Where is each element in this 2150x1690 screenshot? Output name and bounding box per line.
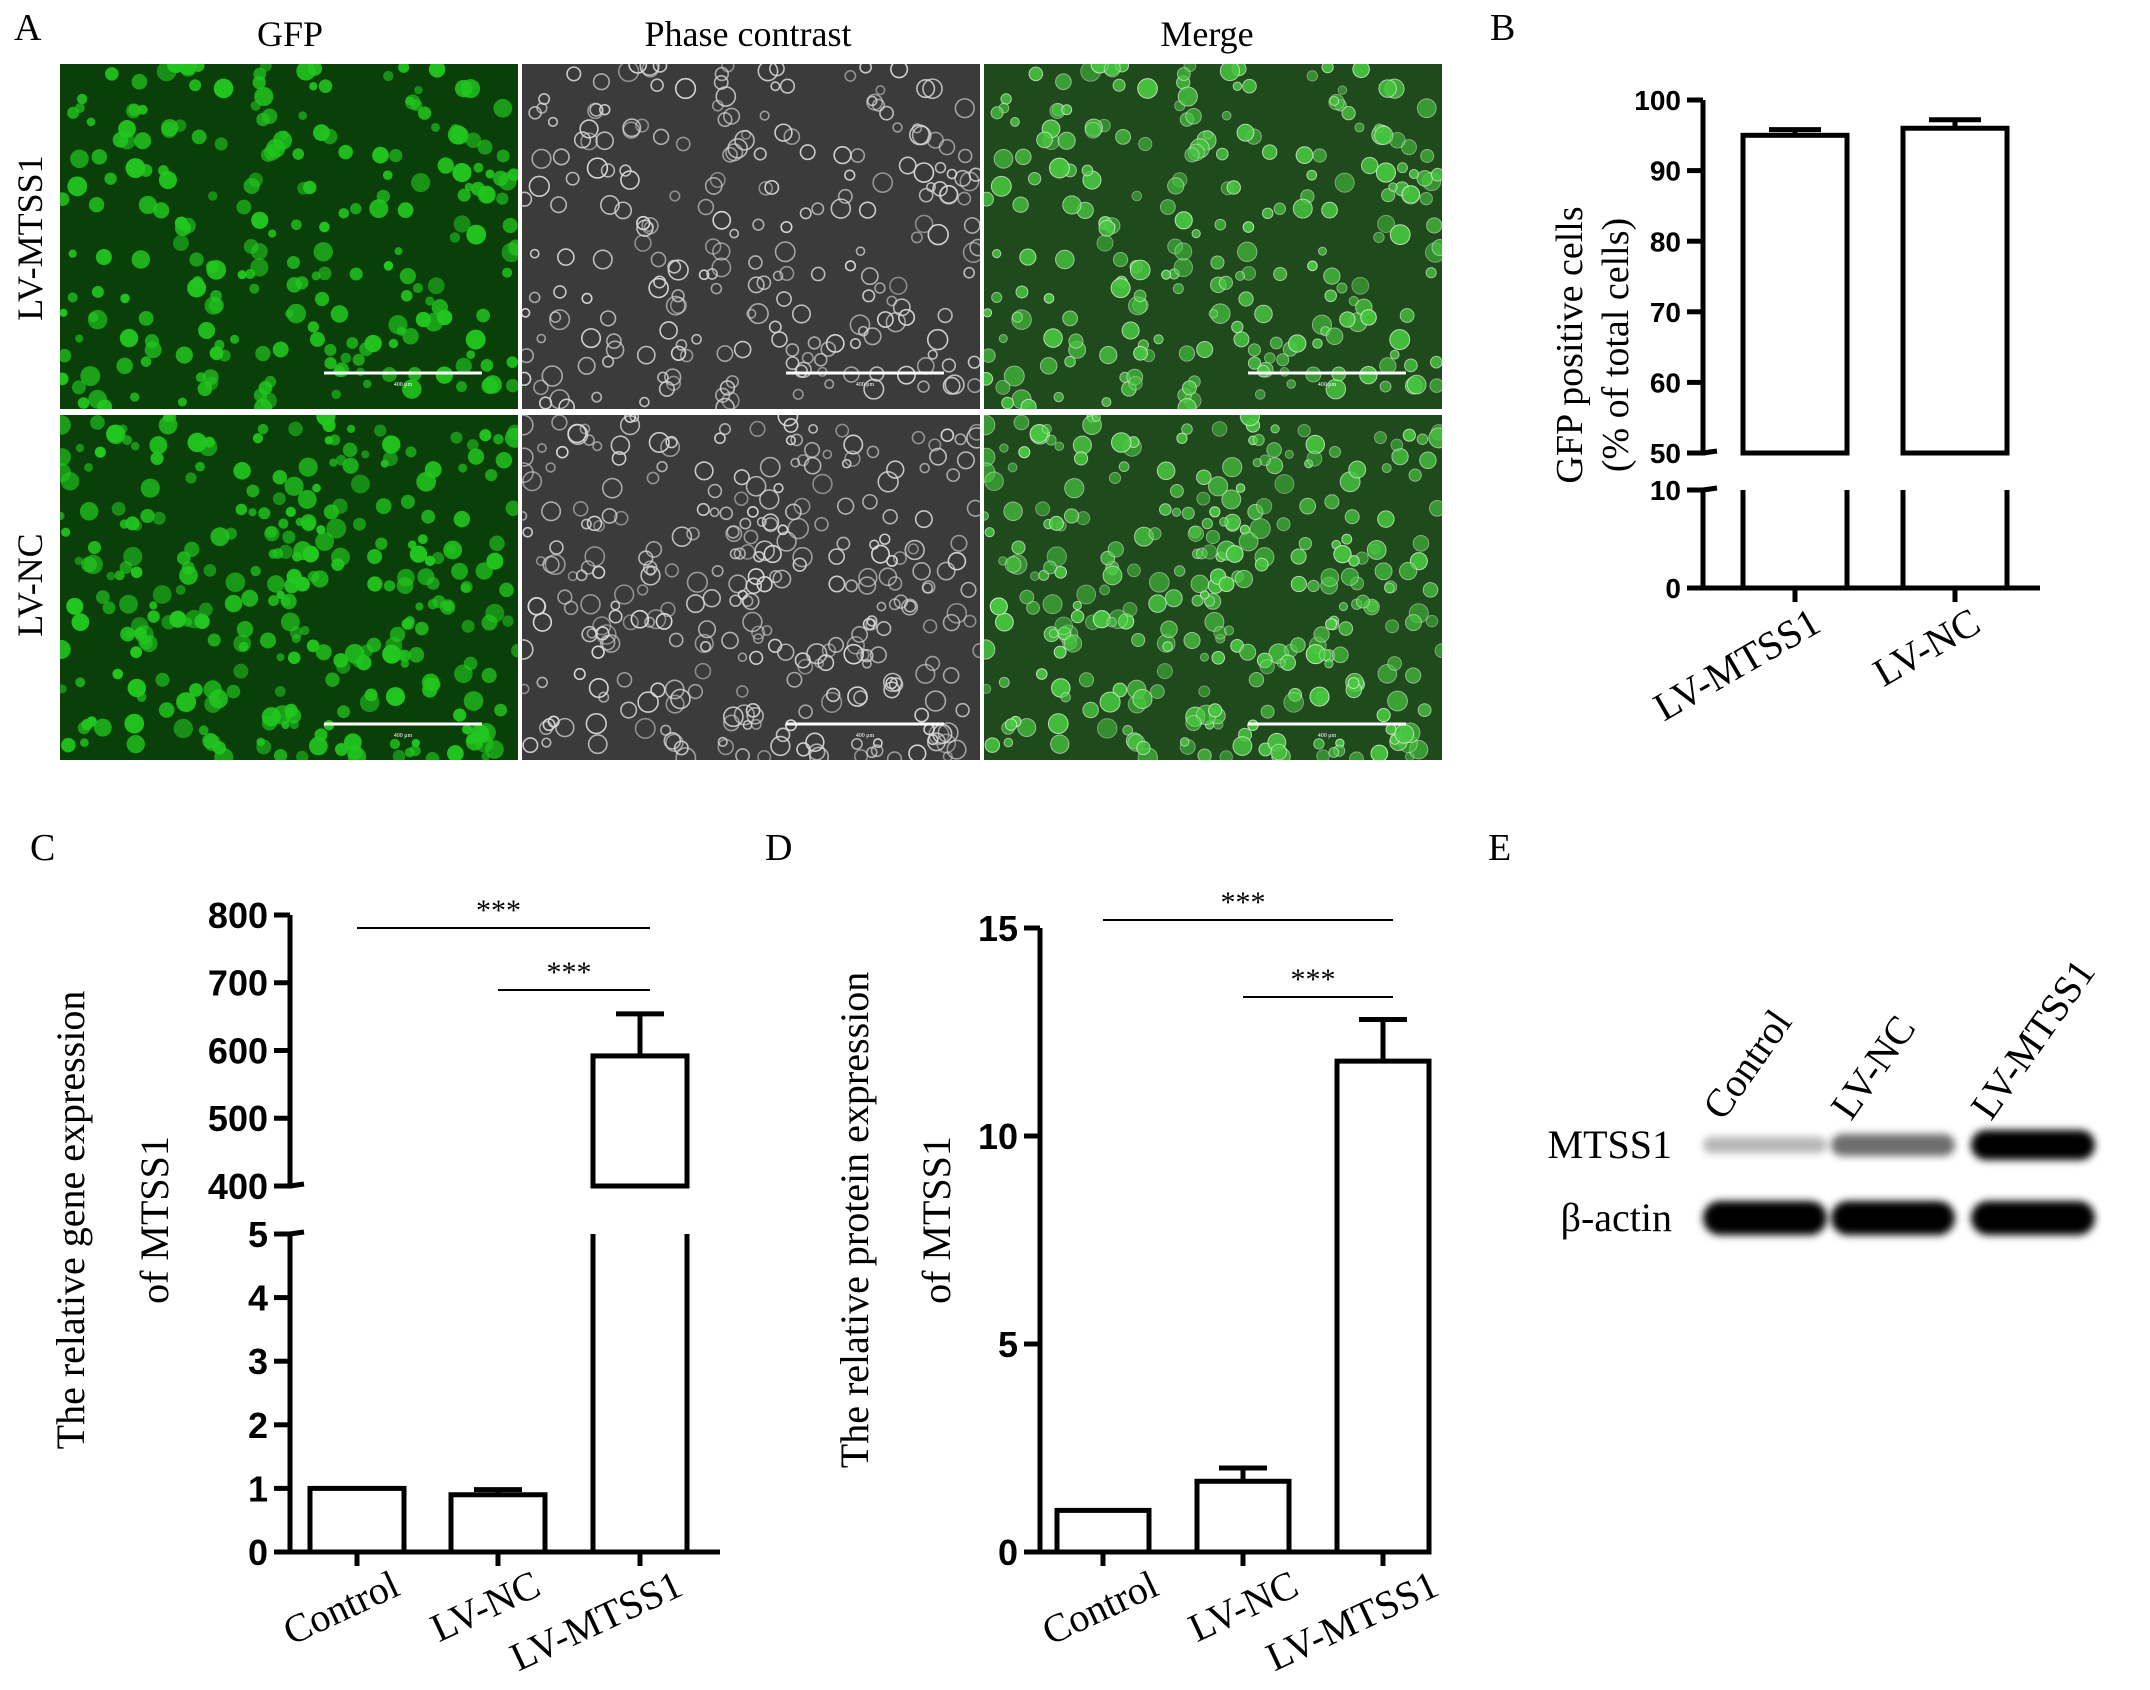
bar-lv-mtss1-upper	[590, 1053, 690, 1189]
category-label-control: Control	[276, 1561, 406, 1653]
y-tick-label: 2	[248, 1405, 268, 1446]
y-tick-label: 100	[1634, 85, 1681, 116]
y-tick-label: 800	[208, 895, 268, 936]
lane-label-lv-mtss1: LV-MTSS1	[1962, 951, 2104, 1127]
y-tick-label: 90	[1650, 156, 1681, 187]
chart-b: 0 10 50 60 70 80 90 100 LV-MTSS1 LV-NC GFP positiv…	[1549, 85, 2040, 730]
y-tick-label: 80	[1650, 226, 1681, 257]
significance-label: ***	[547, 956, 592, 989]
axis-break-gap	[1693, 455, 1713, 488]
micrograph-phase-lv-mtss1: 400 μm	[522, 64, 980, 409]
scale-bar-label: 400 μm	[394, 733, 413, 739]
scale-bar-label: 400 μm	[1318, 733, 1337, 739]
axis-break-mark	[289, 1229, 305, 1237]
micrograph-gfp-lv-nc: 400 μm	[60, 415, 518, 760]
y-axis-label: of MTSS1	[914, 1136, 959, 1304]
significance-label: ***	[1291, 963, 1336, 996]
panel-label-e: E	[1488, 827, 1511, 869]
y-tick-label: 70	[1650, 297, 1681, 328]
y-tick-label: 10	[978, 1116, 1018, 1157]
column-title-phase-contrast: Phase contrast	[645, 14, 852, 54]
micrograph-merge-lv-nc: 400 μm	[984, 415, 1442, 760]
y-tick-label: 50	[1650, 438, 1681, 469]
blot-row-label-beta-actin: β-actin	[1561, 1195, 1672, 1240]
bar-lv-nc	[1194, 1478, 1292, 1555]
panel-label-a: A	[14, 7, 42, 49]
y-tick-label: 500	[208, 1098, 268, 1139]
panel-label-d: D	[765, 827, 792, 869]
y-tick-label: 0	[1665, 573, 1681, 604]
lane-label-control: Control	[1694, 1001, 1801, 1127]
scale-bar-label: 400 μm	[856, 733, 875, 739]
blot-band	[1971, 1130, 2095, 1160]
blot-band	[1831, 1134, 1955, 1156]
scale-bar-label: 400 μm	[394, 382, 413, 388]
y-tick-label: 600	[208, 1030, 268, 1071]
y-tick-label: 0	[248, 1532, 268, 1573]
y-axis-label: of MTSS1	[132, 1136, 177, 1304]
bar-lv-mtss1-upper	[1740, 132, 1850, 456]
y-tick-label: 60	[1650, 367, 1681, 398]
y-tick-label: 0	[998, 1532, 1018, 1573]
y-tick-label: 400	[208, 1166, 268, 1207]
micrograph-gfp-lv-mtss1: 400 μm	[60, 64, 518, 409]
y-tick-label: 5	[998, 1324, 1018, 1365]
y-axis-label: The relative protein expression	[832, 972, 877, 1468]
y-tick-label: 1	[248, 1468, 268, 1509]
y-tick-label: 3	[248, 1341, 268, 1382]
blot-band	[1703, 1201, 1827, 1235]
y-tick-label: 5	[248, 1214, 268, 1255]
bar-lv-nc	[448, 1492, 548, 1555]
y-tick-label: 10	[1650, 475, 1681, 506]
scale-bar-label: 400 μm	[856, 382, 875, 388]
blot-row-label-mtss1: MTSS1	[1548, 1122, 1673, 1167]
y-axis-label: GFP positive cells	[1549, 206, 1591, 483]
category-label-control: Control	[1035, 1561, 1165, 1653]
axis-break-gap	[280, 1188, 300, 1232]
micrograph-panel: GFP Phase contrast Merge LV-MTSS1 LV-NC …	[10, 14, 1442, 760]
axis-break-mark	[1702, 448, 1718, 456]
lane-label-lv-nc: LV-NC	[1822, 1007, 1925, 1127]
micrograph-merge-lv-mtss1: 400 μm	[984, 64, 1442, 409]
column-title-merge: Merge	[1160, 14, 1253, 54]
western-blot: Control LV-NC LV-MTSS1 MTSS1 β-actin	[1548, 951, 2104, 1240]
y-tick-label: 4	[248, 1278, 268, 1319]
bar-control	[1054, 1507, 1152, 1555]
y-tick-label: 700	[208, 963, 268, 1004]
significance-label: ***	[1221, 886, 1266, 919]
blot-band	[1703, 1136, 1827, 1154]
bar-lv-nc-upper	[1900, 125, 2010, 456]
axis-break-mark	[289, 1181, 305, 1189]
micrograph-phase-lv-nc: 400 μm	[522, 415, 980, 760]
blot-band	[1971, 1201, 2095, 1235]
column-title-gfp: GFP	[257, 14, 323, 54]
bar-lv-mtss1	[1334, 1058, 1432, 1555]
significance-label: ***	[476, 894, 521, 927]
row-label-lv-nc: LV-NC	[10, 533, 50, 636]
panel-label-c: C	[30, 827, 55, 869]
y-tick-label: 15	[978, 908, 1018, 949]
row-label-lv-mtss1: LV-MTSS1	[10, 155, 50, 320]
y-axis-label: The relative gene expression	[48, 991, 93, 1450]
panel-label-b: B	[1490, 7, 1515, 49]
scale-bar-label: 400 μm	[1318, 382, 1337, 388]
category-label-lv-nc: LV-NC	[1866, 599, 1988, 695]
category-label-lv-mtss1: LV-MTSS1	[1646, 599, 1828, 730]
blot-band	[1831, 1201, 1955, 1235]
y-axis-label: (% of total cells)	[1595, 218, 1637, 472]
axis-break-mark	[1702, 485, 1718, 493]
bar-control	[307, 1485, 407, 1555]
